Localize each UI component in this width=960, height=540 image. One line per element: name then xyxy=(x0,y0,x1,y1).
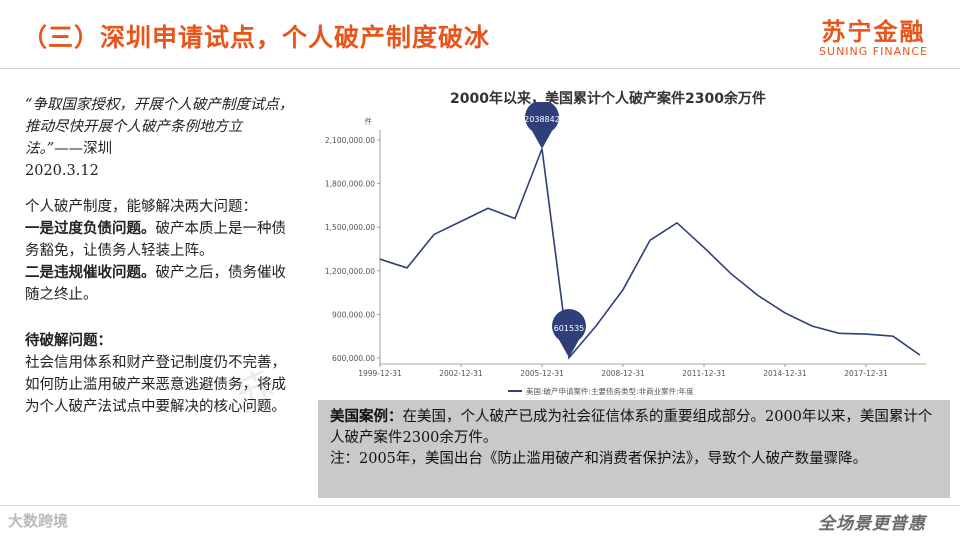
data-pin-label: 2038842 xyxy=(524,115,560,124)
intro-text: 个人破产制度，能够解决两大问题： xyxy=(25,199,257,215)
y-tick-label: 1,500,000.00 xyxy=(325,223,375,232)
series-line xyxy=(379,148,921,360)
logo-cn-text: 苏宁金融 xyxy=(821,18,926,46)
open-issues-text: 社会信用体系和财产登记制度仍不完善，如何防止滥用破产来恶意逃避债务，将成为个人破… xyxy=(25,355,286,415)
data-pin-marker xyxy=(525,102,559,149)
y-tick-label: 900,000.00 xyxy=(332,310,375,319)
point-one: 一是过度负债问题。破产本质上是一种债务豁免，让债务人轻装上阵。 xyxy=(25,218,297,262)
quote-date: 2020.3.12 xyxy=(25,163,99,179)
x-tick-label: 2014-12-31 xyxy=(763,369,807,378)
x-tick-label: 2008-12-31 xyxy=(601,369,645,378)
y-tick-label: 2,100,000.00 xyxy=(325,136,375,145)
y-tick-label: 1,800,000.00 xyxy=(325,180,375,189)
header-divider xyxy=(0,68,960,69)
footer-divider xyxy=(0,505,960,506)
point-one-heading: 一是过度负债问题。 xyxy=(25,220,156,237)
x-tick-label: 2017-12-31 xyxy=(844,369,888,378)
logo-en-text: SUNING FINANCE xyxy=(819,45,928,58)
footer-slogan: 全场景更普惠 xyxy=(818,514,926,534)
legend-label: 美国:破产申请案件:主要债务类型:非商业案件:年度 xyxy=(526,386,694,396)
y-tick-label: 1,200,000.00 xyxy=(325,267,375,276)
left-text-panel: “争取国家授权，开展个人破产制度试点，推动尽快开展个人破产条例地方立法。”——深… xyxy=(25,94,297,418)
point-two-heading: 二是违规催收问题。 xyxy=(25,264,156,281)
quote-text: “争取国家授权，开展个人破产制度试点，推动尽快开展个人破产条例地方立法。” xyxy=(25,97,294,157)
watermark-left: 大数跨境 xyxy=(8,512,69,530)
data-pin-label: 601535 xyxy=(554,324,585,333)
bankruptcy-line-chart: 600,000.00 900,000.00 1,200,000.00 1,500,00… xyxy=(325,102,926,396)
us-case-text: 在美国，个人破产已成为社会征信体系的重要组成部分。2000年以来，美国累计个人破… xyxy=(330,409,933,446)
data-pin-marker xyxy=(552,309,586,358)
quote-source: ——深圳 xyxy=(54,141,113,157)
y-tick-label: 600,000.00 xyxy=(332,354,375,363)
chart-title: 2000年以来，美国累计个人破产案件2300余万件 xyxy=(450,91,766,107)
x-tick-label: 2011-12-31 xyxy=(682,369,726,378)
us-case-heading: 美国案例： xyxy=(330,408,403,425)
point-two-text: 破产之后，债务催收随之终止。 xyxy=(25,265,286,303)
quote-block: “争取国家授权，开展个人破产制度试点，推动尽快开展个人破产条例地方立法。”——深… xyxy=(25,94,297,182)
point-two: 二是违规催收问题。破产之后，债务催收随之终止。 xyxy=(25,262,297,306)
page-title: （三）深圳申请试点，个人破产制度破冰 xyxy=(22,23,491,52)
open-issues: 待破解问题： 社会信用体系和财产登记制度仍不完善，如何防止滥用破产来恶意逃避债务… xyxy=(25,330,297,418)
brand-logo: 苏宁金融 SUNING FINANCE xyxy=(819,12,928,58)
point-one-text: 破产本质上是一种债务豁免，让债务人轻装上阵。 xyxy=(25,221,286,259)
us-case-note: 注：2005年，美国出台《防止滥用破产和消费者保护法》，导致个人破产数量骤降。 xyxy=(330,451,868,467)
us-case-paragraph: 美国案例：在美国，个人破产已成为社会征信体系的重要组成部分。2000年以来，美国… xyxy=(330,406,938,449)
x-tick-label: 1999-12-31 xyxy=(358,369,402,378)
y-axis-unit: 件 xyxy=(365,116,373,126)
open-issues-heading: 待破解问题： xyxy=(25,332,112,349)
x-tick-label: 2002-12-31 xyxy=(439,369,483,378)
x-tick-label: 2005-12-31 xyxy=(520,369,564,378)
us-case-box: 美国案例：在美国，个人破产已成为社会征信体系的重要组成部分。2000年以来，美国… xyxy=(318,400,950,498)
